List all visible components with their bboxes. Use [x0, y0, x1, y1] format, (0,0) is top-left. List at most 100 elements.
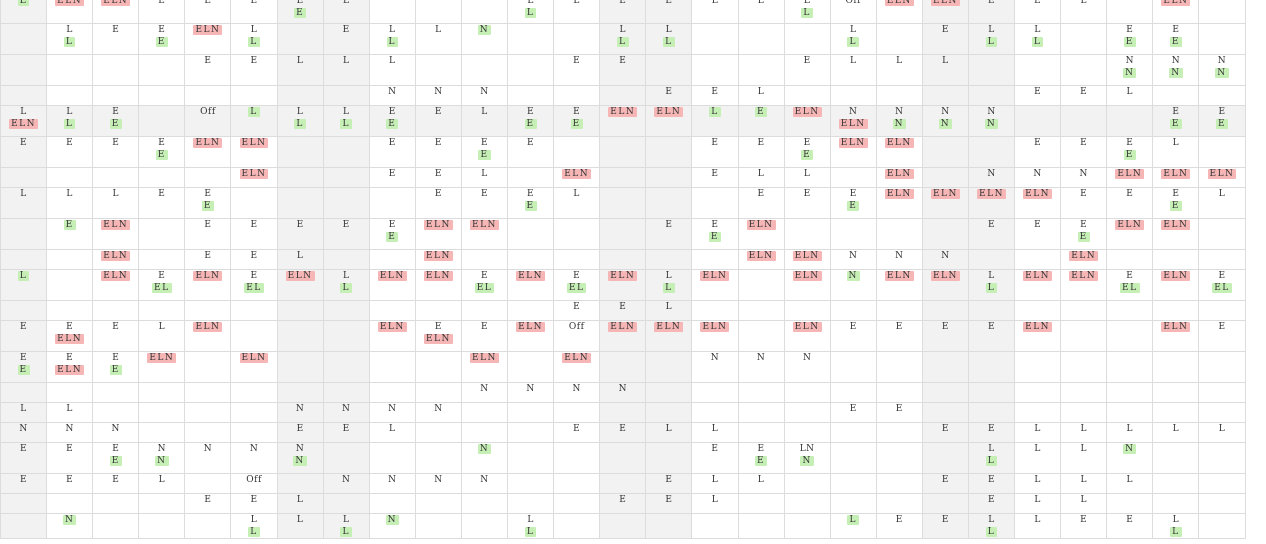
grid-cell[interactable]: L — [737, 167, 785, 188]
grid-cell[interactable] — [691, 54, 739, 86]
grid-cell[interactable]: ELN — [875, 0, 923, 24]
grid-cell[interactable]: L — [322, 54, 370, 86]
grid-cell[interactable] — [645, 187, 693, 219]
grid-cell[interactable] — [507, 351, 555, 383]
grid-cell[interactable]: ELN — [1060, 249, 1108, 270]
grid-cell[interactable] — [783, 422, 831, 443]
grid-cell[interactable]: ELN — [276, 269, 324, 301]
grid-cell[interactable] — [1014, 382, 1062, 403]
grid-cell[interactable] — [414, 0, 462, 24]
grid-cell[interactable]: ELN — [368, 320, 416, 352]
grid-cell[interactable]: ELN — [184, 269, 232, 301]
grid-cell[interactable] — [0, 382, 48, 403]
grid-cell[interactable]: ELN — [1152, 320, 1200, 352]
grid-cell[interactable] — [553, 493, 601, 514]
grid-cell[interactable]: L — [921, 54, 969, 86]
grid-cell[interactable]: L — [829, 513, 877, 539]
grid-cell[interactable] — [92, 85, 140, 106]
grid-cell[interactable] — [1152, 493, 1200, 514]
grid-cell[interactable] — [276, 187, 324, 219]
grid-cell[interactable] — [0, 218, 48, 250]
grid-cell[interactable] — [507, 442, 555, 474]
grid-cell[interactable] — [921, 351, 969, 383]
grid-cell[interactable] — [1014, 351, 1062, 383]
grid-cell[interactable] — [414, 54, 462, 86]
grid-cell[interactable] — [46, 493, 94, 514]
grid-cell[interactable]: E — [46, 442, 94, 474]
grid-cell[interactable] — [783, 300, 831, 321]
grid-cell[interactable] — [967, 402, 1016, 423]
grid-cell[interactable]: ELN — [230, 351, 278, 383]
grid-cell[interactable] — [967, 300, 1016, 321]
grid-cell[interactable] — [783, 473, 831, 494]
grid-cell[interactable]: L — [0, 402, 48, 423]
grid-cell[interactable] — [875, 422, 923, 443]
grid-cell[interactable]: E EL — [553, 269, 601, 301]
grid-cell[interactable]: ELN — [875, 269, 923, 301]
grid-cell[interactable]: E — [967, 218, 1016, 250]
grid-cell[interactable] — [553, 85, 601, 106]
grid-cell[interactable]: L — [553, 0, 601, 24]
grid-cell[interactable]: E — [184, 493, 232, 514]
grid-cell[interactable]: ELN — [553, 167, 601, 188]
grid-cell[interactable] — [460, 300, 509, 321]
grid-cell[interactable]: L — [368, 422, 416, 443]
grid-cell[interactable] — [737, 23, 785, 55]
grid-cell[interactable]: N — [691, 351, 739, 383]
grid-cell[interactable] — [230, 382, 278, 403]
grid-cell[interactable]: L — [46, 187, 94, 219]
grid-cell[interactable]: L — [138, 473, 186, 494]
grid-cell[interactable]: ELN — [875, 136, 923, 168]
grid-cell[interactable] — [1198, 493, 1246, 514]
grid-cell[interactable] — [1106, 493, 1154, 514]
grid-cell[interactable] — [875, 351, 923, 383]
grid-cell[interactable]: E — [46, 473, 94, 494]
grid-cell[interactable] — [276, 382, 324, 403]
grid-cell[interactable] — [138, 54, 186, 86]
grid-cell[interactable] — [1198, 23, 1246, 55]
grid-cell[interactable] — [737, 382, 785, 403]
grid-cell[interactable] — [1198, 0, 1246, 24]
grid-cell[interactable]: ELN — [737, 249, 785, 270]
grid-cell[interactable] — [322, 167, 370, 188]
grid-cell[interactable] — [1014, 54, 1062, 86]
grid-cell[interactable] — [1198, 136, 1246, 168]
grid-cell[interactable]: N — [46, 422, 94, 443]
grid-cell[interactable] — [276, 136, 324, 168]
grid-cell[interactable] — [414, 513, 462, 539]
grid-cell[interactable]: N — [829, 269, 877, 301]
grid-cell[interactable]: E — [553, 54, 601, 86]
grid-cell[interactable] — [1198, 473, 1246, 494]
grid-cell[interactable]: N — [783, 351, 831, 383]
grid-cell[interactable]: L — [460, 167, 509, 188]
grid-cell[interactable]: N — [368, 85, 416, 106]
grid-cell[interactable] — [460, 513, 509, 539]
grid-cell[interactable]: ELN — [691, 320, 739, 352]
grid-cell[interactable] — [414, 493, 462, 514]
grid-cell[interactable] — [599, 402, 647, 423]
grid-cell[interactable]: L — [645, 422, 693, 443]
grid-cell[interactable] — [368, 0, 416, 24]
grid-cell[interactable] — [0, 54, 48, 86]
grid-cell[interactable]: L — [0, 187, 48, 219]
grid-cell[interactable] — [322, 187, 370, 219]
grid-cell[interactable]: E — [1106, 513, 1154, 539]
grid-cell[interactable]: E — [230, 54, 278, 86]
grid-cell[interactable]: ELN — [1198, 167, 1246, 188]
grid-cell[interactable]: ELN — [1106, 218, 1154, 250]
grid-cell[interactable]: ELN — [460, 351, 509, 383]
grid-cell[interactable]: L — [1106, 422, 1154, 443]
grid-cell[interactable]: ELN — [645, 105, 693, 137]
grid-cell[interactable] — [46, 54, 94, 86]
